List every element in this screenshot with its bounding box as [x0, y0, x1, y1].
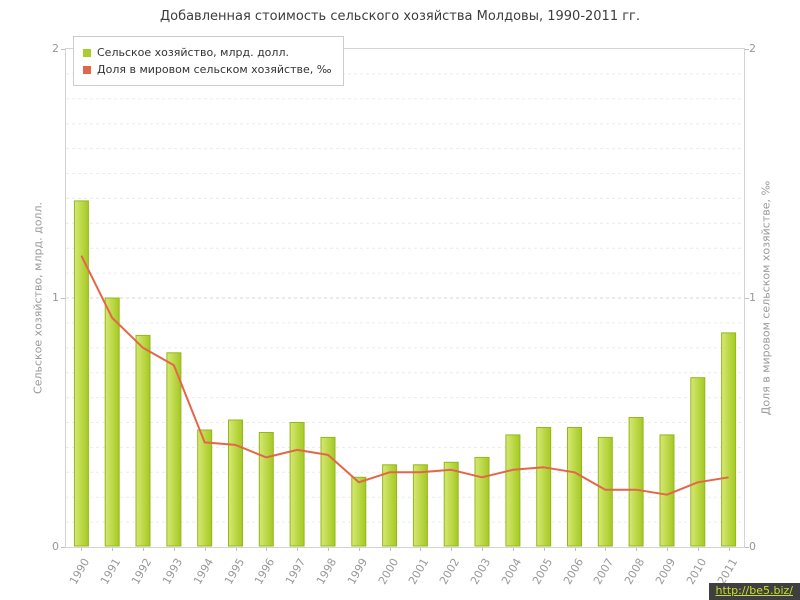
x-tick-mark	[389, 548, 391, 551]
bar-2009	[659, 434, 675, 547]
chart-canvas	[66, 73, 744, 547]
y-tick-mark-left	[61, 298, 65, 299]
y-tick-label-right: 1	[749, 291, 756, 304]
bar-2010	[690, 377, 706, 547]
bar-2002	[443, 461, 459, 547]
x-tick-mark	[328, 548, 329, 551]
x-tick-mark	[358, 548, 360, 551]
legend-label-agriculture: Сельское хозяйство, млрд. долл.	[97, 46, 289, 59]
bar-1993	[166, 352, 182, 547]
y-tick-label-right: 2	[749, 42, 756, 55]
x-tick-mark	[143, 548, 144, 551]
x-tick-mark	[605, 548, 607, 551]
x-tick-mark	[574, 548, 576, 551]
line-series-swatch	[83, 65, 91, 74]
x-tick-mark	[112, 548, 114, 551]
share-line	[80, 255, 729, 496]
x-tick-mark	[173, 548, 175, 551]
x-tick-mark	[235, 548, 237, 551]
y-tick-mark-left	[61, 49, 65, 50]
y-tick-mark-right	[745, 547, 749, 548]
bar-1994	[197, 429, 213, 547]
bar-2004	[505, 434, 521, 547]
y-tick-mark-right	[745, 298, 749, 299]
y-tick-label-left: 2	[52, 42, 59, 55]
x-tick-mark	[636, 548, 638, 551]
x-tick-mark	[697, 548, 699, 551]
x-tick-mark	[297, 548, 299, 551]
y-tick-label-left: 1	[52, 291, 59, 304]
x-tick-mark	[482, 548, 483, 551]
watermark-link[interactable]: http://be5.biz/	[708, 583, 800, 600]
bar-1998	[320, 436, 336, 547]
bar-2000	[382, 464, 398, 547]
x-tick-mark	[728, 548, 730, 551]
bar-2008	[628, 417, 644, 547]
x-tick-mark	[81, 548, 83, 551]
x-tick-mark	[543, 548, 545, 551]
x-tick-mark	[266, 548, 268, 551]
legend: Сельское хозяйство, млрд. долл. Доля в м…	[73, 36, 345, 86]
bar-2007	[597, 436, 613, 547]
x-tick-mark	[204, 548, 206, 551]
y-tick-label-left: 0	[52, 540, 59, 553]
y-tick-mark-left	[61, 547, 65, 548]
bar-2011	[721, 332, 737, 547]
bar-2003	[474, 456, 490, 547]
bar-1992	[135, 334, 151, 547]
bar-1991	[104, 297, 120, 547]
x-tick-mark	[451, 548, 453, 551]
bar-2006	[567, 427, 582, 547]
legend-label-world-share: Доля в мировом сельском хозяйстве, ‰	[97, 63, 332, 76]
legend-item-world-share[interactable]: Доля в мировом сельском хозяйстве, ‰	[83, 61, 331, 78]
bar-1996	[258, 432, 274, 547]
chart-title: Добавленная стоимость сельского хозяйств…	[159, 9, 641, 24]
bar-1995	[228, 419, 243, 547]
bar-2005	[536, 427, 552, 547]
x-tick-mark	[420, 548, 422, 551]
plot-area	[65, 48, 745, 548]
bar-2001	[412, 464, 428, 547]
y-tick-label-right: 0	[749, 540, 756, 553]
x-tick-mark	[667, 548, 668, 551]
bar-series-swatch	[83, 48, 91, 57]
y-tick-mark-right	[745, 49, 749, 50]
bar-1997	[289, 422, 305, 547]
legend-item-agriculture[interactable]: Сельское хозяйство, млрд. долл.	[83, 44, 331, 61]
bar-1990	[73, 200, 89, 547]
bar-1999	[351, 476, 367, 547]
x-tick-mark	[512, 548, 514, 551]
